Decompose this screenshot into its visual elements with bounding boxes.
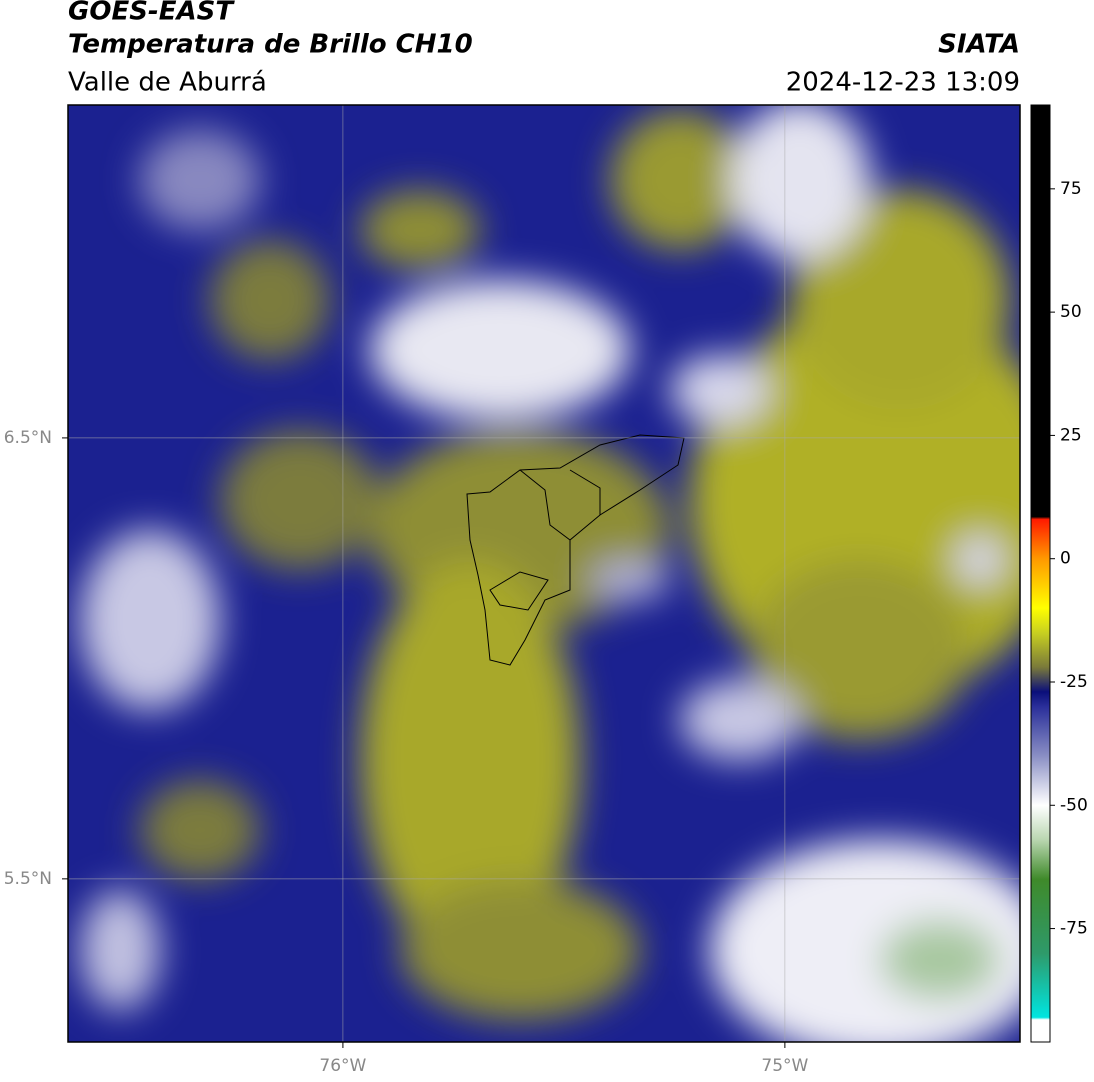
colorbar-tick-label: -75 — [1060, 919, 1088, 939]
colorbar-tick-label: 75 — [1060, 179, 1082, 199]
map-grid — [68, 105, 1020, 1042]
colorbar-tick-label: -50 — [1060, 795, 1088, 815]
x-tick-label: 75°W — [761, 1056, 808, 1076]
colorbar-tick-label: 50 — [1060, 302, 1082, 322]
municipal-boundaries — [466, 434, 685, 666]
subtitle: Temperatura de Brillo CH10 — [68, 30, 473, 60]
colorbar — [1030, 104, 1051, 1043]
colorbar-tick-label: -25 — [1060, 672, 1088, 692]
region: Valle de Aburrá — [68, 68, 267, 98]
colorbar-tick-label: 25 — [1060, 425, 1082, 445]
y-tick-label: 5.5°N — [4, 869, 52, 889]
y-tick-label: 6.5°N — [4, 428, 52, 448]
satellite-image — [68, 105, 1020, 1042]
source: SIATA — [938, 30, 1020, 60]
title: GOES-EAST — [68, 0, 235, 27]
colorbar-tick-label: 0 — [1060, 549, 1071, 569]
map-frame — [67, 104, 1021, 1043]
x-tick-label: 76°W — [319, 1056, 366, 1076]
datetime: 2024-12-23 13:09 — [786, 68, 1020, 98]
